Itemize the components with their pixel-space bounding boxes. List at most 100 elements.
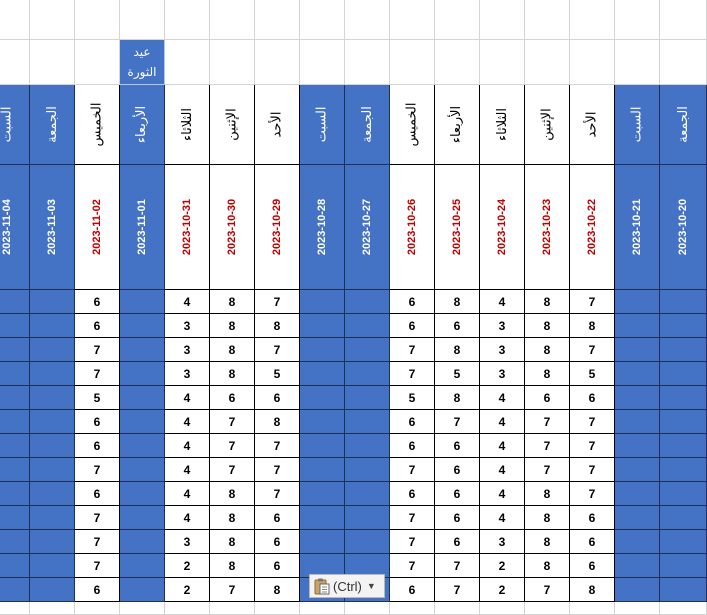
value-cell[interactable]: 8 bbox=[210, 506, 255, 530]
value-cell[interactable] bbox=[615, 434, 660, 458]
date-header-cell[interactable]: 2023-10-26 bbox=[390, 165, 435, 290]
empty-cell[interactable] bbox=[30, 602, 75, 615]
value-cell[interactable]: 8 bbox=[525, 338, 570, 362]
empty-cell[interactable] bbox=[615, 40, 660, 85]
value-cell[interactable]: 6 bbox=[435, 458, 480, 482]
empty-cell[interactable] bbox=[435, 0, 480, 40]
value-cell[interactable]: 6 bbox=[570, 530, 615, 554]
day-header-cell[interactable]: الخميس bbox=[75, 85, 120, 165]
date-header-cell[interactable]: 2023-10-23 bbox=[525, 165, 570, 290]
value-cell[interactable] bbox=[615, 554, 660, 578]
value-cell[interactable]: 7 bbox=[570, 434, 615, 458]
value-cell[interactable]: 8 bbox=[525, 314, 570, 338]
value-cell[interactable]: 8 bbox=[570, 578, 615, 602]
value-cell[interactable] bbox=[0, 338, 30, 362]
value-cell[interactable]: 7 bbox=[255, 290, 300, 314]
empty-cell[interactable] bbox=[30, 0, 75, 40]
date-header-cell[interactable]: 2023-10-28 bbox=[300, 165, 345, 290]
empty-cell[interactable] bbox=[345, 40, 390, 85]
value-cell[interactable]: 7 bbox=[525, 458, 570, 482]
value-cell[interactable]: 6 bbox=[390, 482, 435, 506]
value-cell[interactable]: 8 bbox=[525, 362, 570, 386]
date-header-cell[interactable]: 2023-10-27 bbox=[345, 165, 390, 290]
value-cell[interactable] bbox=[345, 338, 390, 362]
holiday-cell[interactable]: عيد الثورة bbox=[120, 40, 165, 85]
value-cell[interactable]: 6 bbox=[525, 386, 570, 410]
day-header-cell[interactable]: الإثنين bbox=[210, 85, 255, 165]
value-cell[interactable]: 5 bbox=[75, 386, 120, 410]
value-cell[interactable] bbox=[120, 434, 165, 458]
value-cell[interactable] bbox=[660, 410, 707, 434]
value-cell[interactable] bbox=[615, 482, 660, 506]
value-cell[interactable]: 8 bbox=[525, 290, 570, 314]
day-header-cell[interactable]: الأحد bbox=[255, 85, 300, 165]
date-header-cell[interactable]: 2023-10-22 bbox=[570, 165, 615, 290]
value-cell[interactable]: 6 bbox=[570, 386, 615, 410]
value-cell[interactable] bbox=[0, 458, 30, 482]
value-cell[interactable]: 6 bbox=[75, 410, 120, 434]
value-cell[interactable] bbox=[615, 410, 660, 434]
empty-cell[interactable] bbox=[480, 602, 525, 615]
value-cell[interactable]: 7 bbox=[390, 338, 435, 362]
value-cell[interactable]: 7 bbox=[75, 362, 120, 386]
empty-cell[interactable] bbox=[165, 40, 210, 85]
value-cell[interactable] bbox=[345, 314, 390, 338]
value-cell[interactable] bbox=[0, 482, 30, 506]
value-cell[interactable] bbox=[345, 290, 390, 314]
value-cell[interactable]: 8 bbox=[435, 290, 480, 314]
value-cell[interactable]: 7 bbox=[75, 338, 120, 362]
value-cell[interactable]: 8 bbox=[525, 482, 570, 506]
value-cell[interactable]: 8 bbox=[525, 554, 570, 578]
value-cell[interactable] bbox=[30, 314, 75, 338]
empty-cell[interactable] bbox=[255, 0, 300, 40]
empty-cell[interactable] bbox=[75, 0, 120, 40]
value-cell[interactable]: 5 bbox=[390, 386, 435, 410]
value-cell[interactable]: 6 bbox=[435, 530, 480, 554]
value-cell[interactable] bbox=[660, 314, 707, 338]
value-cell[interactable]: 3 bbox=[480, 530, 525, 554]
value-cell[interactable]: 7 bbox=[390, 458, 435, 482]
empty-cell[interactable] bbox=[480, 0, 525, 40]
value-cell[interactable] bbox=[30, 506, 75, 530]
value-cell[interactable] bbox=[660, 338, 707, 362]
value-cell[interactable]: 4 bbox=[480, 410, 525, 434]
value-cell[interactable] bbox=[120, 410, 165, 434]
value-cell[interactable]: 7 bbox=[570, 410, 615, 434]
value-cell[interactable] bbox=[30, 482, 75, 506]
value-cell[interactable]: 7 bbox=[525, 434, 570, 458]
empty-cell[interactable] bbox=[165, 602, 210, 615]
value-cell[interactable] bbox=[0, 506, 30, 530]
value-cell[interactable]: 4 bbox=[165, 482, 210, 506]
date-header-cell[interactable]: 2023-10-29 bbox=[255, 165, 300, 290]
empty-cell[interactable] bbox=[75, 602, 120, 615]
date-header-cell[interactable]: 2023-10-25 bbox=[435, 165, 480, 290]
value-cell[interactable]: 3 bbox=[165, 314, 210, 338]
date-header-cell[interactable]: 2023-10-20 bbox=[660, 165, 707, 290]
day-header-cell[interactable]: السبت bbox=[300, 85, 345, 165]
value-cell[interactable] bbox=[615, 338, 660, 362]
empty-cell[interactable] bbox=[300, 602, 345, 615]
empty-cell[interactable] bbox=[660, 602, 707, 615]
value-cell[interactable] bbox=[30, 410, 75, 434]
empty-cell[interactable] bbox=[210, 602, 255, 615]
value-cell[interactable] bbox=[0, 386, 30, 410]
day-header-cell[interactable]: الجمعة bbox=[30, 85, 75, 165]
value-cell[interactable] bbox=[345, 530, 390, 554]
value-cell[interactable]: 7 bbox=[570, 338, 615, 362]
value-cell[interactable] bbox=[120, 554, 165, 578]
empty-cell[interactable] bbox=[435, 40, 480, 85]
value-cell[interactable] bbox=[0, 530, 30, 554]
date-header-cell[interactable]: 2023-10-21 bbox=[615, 165, 660, 290]
value-cell[interactable] bbox=[615, 458, 660, 482]
value-cell[interactable]: 4 bbox=[480, 386, 525, 410]
value-cell[interactable] bbox=[660, 578, 707, 602]
value-cell[interactable]: 7 bbox=[435, 554, 480, 578]
empty-cell[interactable] bbox=[300, 40, 345, 85]
value-cell[interactable] bbox=[120, 386, 165, 410]
value-cell[interactable]: 4 bbox=[480, 506, 525, 530]
value-cell[interactable]: 8 bbox=[435, 338, 480, 362]
value-cell[interactable] bbox=[120, 362, 165, 386]
value-cell[interactable]: 4 bbox=[165, 386, 210, 410]
empty-cell[interactable] bbox=[570, 0, 615, 40]
empty-cell[interactable] bbox=[525, 0, 570, 40]
